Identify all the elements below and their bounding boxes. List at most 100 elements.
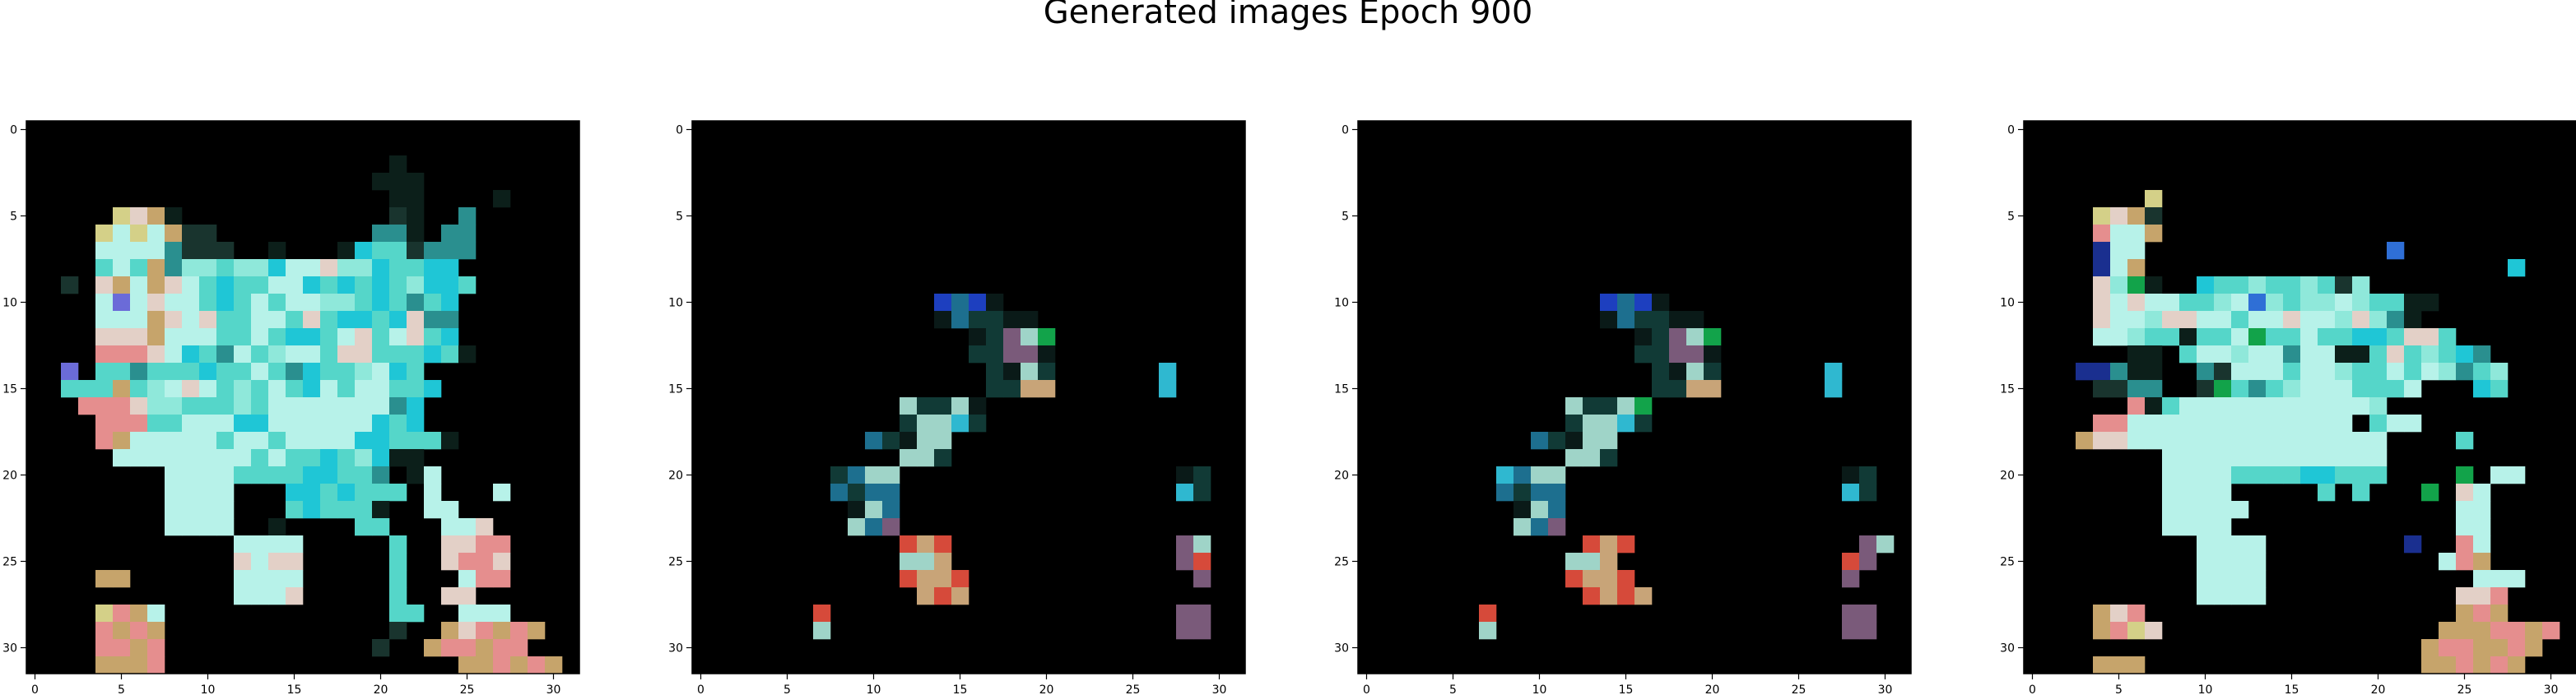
- pixel: [2318, 415, 2335, 432]
- pixel: [2231, 397, 2248, 415]
- pixel: [900, 397, 917, 415]
- pixel: [320, 380, 337, 397]
- pixel: [303, 449, 320, 466]
- pixel: [389, 173, 407, 190]
- pixel: [1531, 484, 1548, 501]
- pixel: [2162, 449, 2179, 466]
- pixel: [2404, 380, 2421, 397]
- y-tick-label: 25: [2, 556, 17, 569]
- pixel: [1842, 622, 1859, 639]
- pixel: [2473, 518, 2490, 535]
- pixel: [1583, 415, 1600, 432]
- pixel: [2145, 207, 2162, 225]
- pixel: [389, 190, 407, 207]
- pixel: [2214, 415, 2231, 432]
- pixel: [2214, 363, 2231, 380]
- pixel: [303, 259, 320, 276]
- x-tick-label: 25: [1126, 683, 1141, 695]
- y-tick-label: 30: [1334, 642, 1349, 656]
- y-tick-label: 10: [2000, 297, 2015, 310]
- pixel: [216, 415, 234, 432]
- pixel: [458, 622, 476, 639]
- pixel: [407, 345, 424, 363]
- pixel: [389, 484, 407, 501]
- pixel: [2335, 432, 2352, 449]
- pixel: [337, 415, 355, 432]
- pixel: [182, 294, 199, 311]
- pixel: [2231, 380, 2248, 397]
- pixel: [372, 501, 389, 518]
- pixel: [95, 605, 113, 622]
- pixel: [1652, 294, 1669, 311]
- pixel: [1583, 397, 1600, 415]
- pixel: [2473, 570, 2490, 587]
- pixel: [268, 415, 286, 432]
- x-tick-label: 15: [953, 683, 968, 695]
- pixel: [216, 328, 234, 345]
- pixel: [372, 311, 389, 328]
- pixel: [2248, 553, 2266, 570]
- pixel: [286, 259, 303, 276]
- pixel: [2421, 345, 2439, 363]
- pixel: [2387, 242, 2404, 259]
- pixel: [2490, 380, 2508, 397]
- pixel: [1514, 501, 1531, 518]
- x-tick-label: 30: [1212, 683, 1227, 695]
- pixel: [2456, 622, 2473, 639]
- pixel: [969, 294, 986, 311]
- pixel: [2214, 397, 2231, 415]
- pixel: [1565, 449, 1583, 466]
- pixel: [216, 311, 234, 328]
- pixel: [2369, 397, 2387, 415]
- pixel: [2300, 311, 2318, 328]
- pixel: [372, 242, 389, 259]
- pixel: [2093, 622, 2110, 639]
- pixel: [2300, 380, 2318, 397]
- x-tick-label: 30: [1878, 683, 1893, 695]
- pixel: [389, 363, 407, 380]
- pixel: [2508, 656, 2525, 674]
- pixel: [1600, 449, 1617, 466]
- pixel: [2318, 276, 2335, 294]
- pixel: [2214, 553, 2231, 570]
- pixel: [251, 449, 268, 466]
- pixel: [2369, 449, 2387, 466]
- pixel: [389, 328, 407, 345]
- pixel: [917, 553, 934, 570]
- pixel: [165, 380, 182, 397]
- pixel: [95, 311, 113, 328]
- pixel: [61, 276, 78, 294]
- pixel: [216, 259, 234, 276]
- pixel: [2369, 311, 2387, 328]
- pixel: [2197, 345, 2214, 363]
- pixel: [493, 605, 510, 622]
- pixel: [251, 276, 268, 294]
- pixel: [424, 466, 441, 484]
- pixel: [2318, 484, 2335, 501]
- pixel: [355, 466, 372, 484]
- pixel: [830, 466, 848, 484]
- pixel: [251, 259, 268, 276]
- pixel: [95, 276, 113, 294]
- pixel: [199, 225, 216, 242]
- pixel: [251, 432, 268, 449]
- pixel: [1859, 466, 1876, 484]
- pixel: [1514, 484, 1531, 501]
- pixel: [493, 570, 510, 587]
- pixel: [2145, 432, 2162, 449]
- pixel: [2300, 345, 2318, 363]
- pixel: [528, 622, 545, 639]
- pixel: [2110, 276, 2127, 294]
- pixel: [2421, 328, 2439, 345]
- pixel: [2231, 466, 2248, 484]
- pixel: [441, 518, 458, 535]
- pixel: [182, 259, 199, 276]
- pixel: [458, 656, 476, 674]
- pixel: [389, 587, 407, 605]
- pixel: [2525, 639, 2542, 656]
- pixel: [199, 311, 216, 328]
- pixel: [2162, 397, 2179, 415]
- pixel: [268, 553, 286, 570]
- pixel: [2404, 345, 2421, 363]
